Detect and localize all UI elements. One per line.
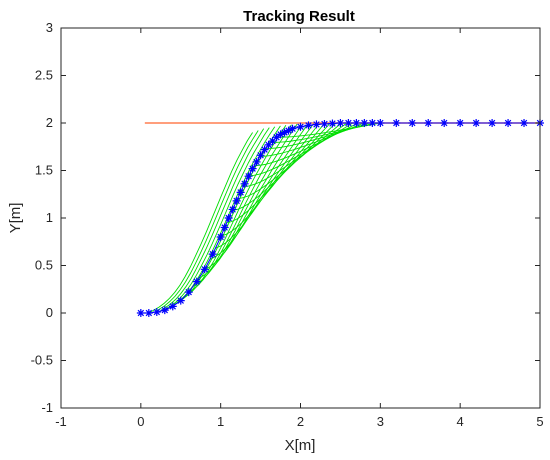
- predicted-trajectory: [226, 122, 331, 224]
- tracked-point-marker: [244, 172, 253, 181]
- tracked-point-marker: [280, 128, 289, 137]
- tracked-point-marker: [392, 119, 401, 127]
- tracked-point-marker: [368, 119, 377, 127]
- tracked-point-marker: [136, 309, 145, 317]
- predicted-trajectory: [159, 128, 265, 312]
- y-tick-labels: -1 -0.5 0 0.5 1 1.5 2 2.5 3: [31, 20, 53, 415]
- tracked-point-marker: [260, 145, 269, 154]
- predicted-trajectory: [154, 130, 259, 313]
- tracked-point-marker: [360, 119, 369, 127]
- tracked-point-marker: [344, 119, 353, 127]
- tracked-point-marker: [252, 157, 261, 166]
- tracked-point-marker: [208, 250, 217, 259]
- tracked-point-marker: [224, 214, 233, 222]
- tracked-point-marker: [504, 119, 513, 127]
- y-tick-label: 1: [46, 210, 53, 225]
- tracked-point-marker: [272, 133, 281, 142]
- tracked-point-marker: [200, 265, 209, 274]
- tracked-point-marker: [160, 306, 169, 315]
- tracked-point-marker: [176, 296, 185, 305]
- x-tick-label: 1: [217, 414, 224, 429]
- tracked-point-marker: [168, 302, 177, 311]
- chart-title: Tracking Result: [243, 8, 355, 25]
- predicted-trajectory: [204, 123, 309, 271]
- tick-marks: [60, 27, 541, 409]
- tracked-point-marker: [264, 140, 273, 149]
- predicted-trajectory: [276, 122, 381, 138]
- predicted-trajectory: [192, 124, 298, 287]
- tracked-point-marker: [248, 164, 257, 173]
- tracked-point-marker: [456, 119, 465, 127]
- tracked-point-marker: [268, 137, 277, 146]
- y-tick-label: 0: [46, 305, 53, 320]
- y-tick-label: -1: [41, 400, 53, 415]
- tracked-point-marker: [320, 119, 329, 128]
- tracked-point-marker: [488, 119, 497, 127]
- tracked-point-marker: [296, 122, 305, 131]
- tracked-point-marker: [192, 277, 201, 286]
- tracked-point-marker: [256, 151, 265, 160]
- y-tick-label: 2.5: [35, 68, 53, 83]
- y-tick-label: -0.5: [31, 353, 53, 368]
- tracked-point-marker: [520, 119, 529, 127]
- tracked-point-marker: [312, 120, 321, 129]
- tracked-point-marker: [220, 223, 229, 232]
- predicted-trajectory: [165, 127, 270, 311]
- tracked-point-marker: [232, 196, 241, 205]
- predicted-trajectory: [198, 123, 303, 279]
- predicted-trajectory: [237, 122, 342, 200]
- predicted-trajectory: [181, 125, 287, 300]
- tracked-point-marker: [424, 119, 433, 127]
- x-tick-label: 4: [457, 414, 464, 429]
- y-tick-label: 0.5: [35, 258, 53, 273]
- tracked-point-marker: [236, 188, 245, 197]
- x-tick-label: 2: [297, 414, 304, 429]
- plot-area: [136, 119, 544, 317]
- tracked-point-marker: [144, 309, 153, 317]
- tracked-point-marker: [152, 308, 161, 317]
- predicted-trajectory: [231, 122, 337, 212]
- tracked-point-marker: [284, 126, 293, 135]
- y-tick-label: 3: [46, 20, 53, 35]
- x-tick-label: 3: [377, 414, 384, 429]
- y-tick-label: 2: [46, 115, 53, 130]
- tracked-point-marker: [352, 119, 361, 127]
- x-tick-label: 0: [137, 414, 144, 429]
- tracked-point-marker: [440, 119, 449, 127]
- y-tick-label: 1.5: [35, 163, 53, 178]
- tracked-point-marker: [304, 121, 313, 130]
- x-tick-label: 5: [536, 414, 543, 429]
- tracked-point-marker: [336, 119, 345, 127]
- x-axis-label: X[m]: [285, 437, 316, 454]
- tracked-point-marker: [184, 288, 193, 297]
- x-tick-label: -1: [55, 414, 67, 429]
- tracked-point-marker: [408, 119, 417, 127]
- tracked-point-marker: [472, 119, 481, 127]
- tracked-point-marker: [216, 233, 225, 241]
- tracked-point-marker: [240, 179, 249, 188]
- tracked-point-marker: [376, 119, 385, 127]
- tracked-point-marker: [228, 205, 237, 214]
- tracked-point-marker: [288, 124, 297, 133]
- predicted-trajectory: [148, 132, 253, 314]
- tracked-point-marker: [328, 119, 337, 128]
- tracked-point-marker: [276, 130, 285, 139]
- y-axis-label: Y[m]: [7, 203, 24, 234]
- x-tick-labels: -1 0 1 2 3 4 5: [55, 414, 543, 429]
